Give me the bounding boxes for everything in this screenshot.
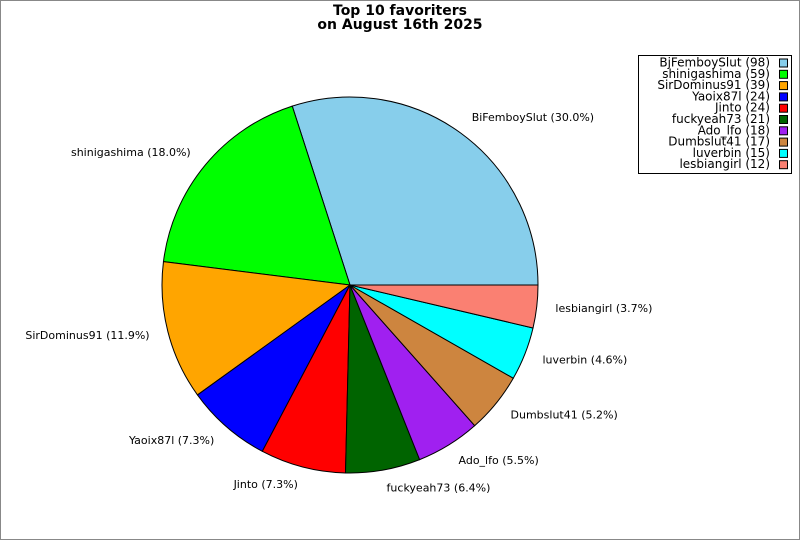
legend-box [638, 55, 792, 174]
legend-swatch [779, 69, 788, 79]
slice-label: shinigashima (18.0%) [71, 146, 191, 159]
pie-slice [349, 284, 539, 329]
legend-label: luverbin (15) [693, 146, 770, 160]
pie-slice [291, 96, 539, 286]
legend-label: lesbiangirl (12) [679, 157, 770, 171]
slice-label: lesbiangirl (3.7%) [555, 302, 652, 315]
legend-swatch [779, 160, 788, 170]
slice-label: Dumbslut41 (5.2%) [511, 408, 618, 421]
slice-label: Jinto (7.3%) [233, 478, 298, 491]
legend-swatch [779, 115, 788, 124]
legend-label: fuckyeah73 (21) [672, 112, 770, 126]
pie-slice [162, 105, 351, 286]
legend-label: shinigashima (59) [662, 67, 770, 81]
legend-swatch [779, 126, 788, 136]
legend-label: SirDominus91 (39) [657, 78, 770, 92]
legend-label: Dumbslut41 (17) [668, 135, 770, 149]
slice-label: SirDominus91 (11.9%) [25, 329, 149, 342]
slice-label: fuckyeah73 (6.4%) [387, 482, 491, 495]
slice-label: BiFemboySlut (30.0%) [472, 111, 594, 124]
legend-swatch [779, 92, 788, 102]
chart-title: on August 16th 2025 [317, 17, 482, 33]
legend-label: BjFemboySlut (98) [659, 56, 770, 70]
legend-swatch [779, 137, 788, 147]
legend-swatch [779, 148, 788, 158]
legend-swatch [779, 58, 788, 68]
legend-label: Ado_lfo (18) [698, 123, 770, 137]
legend-swatch [779, 103, 788, 113]
legend-label: Yaoix87l (24) [691, 89, 770, 103]
legend-swatch [779, 81, 788, 91]
slice-label: Yaoix87l (7.3%) [128, 434, 214, 447]
slice-label: luverbin (4.6%) [542, 354, 627, 367]
slice-label: Ado_lfo (5.5%) [459, 454, 539, 467]
chart-title: Top 10 favoriters [333, 3, 467, 19]
pie-slice [161, 261, 352, 396]
legend-label: Jinto (24) [714, 101, 770, 115]
